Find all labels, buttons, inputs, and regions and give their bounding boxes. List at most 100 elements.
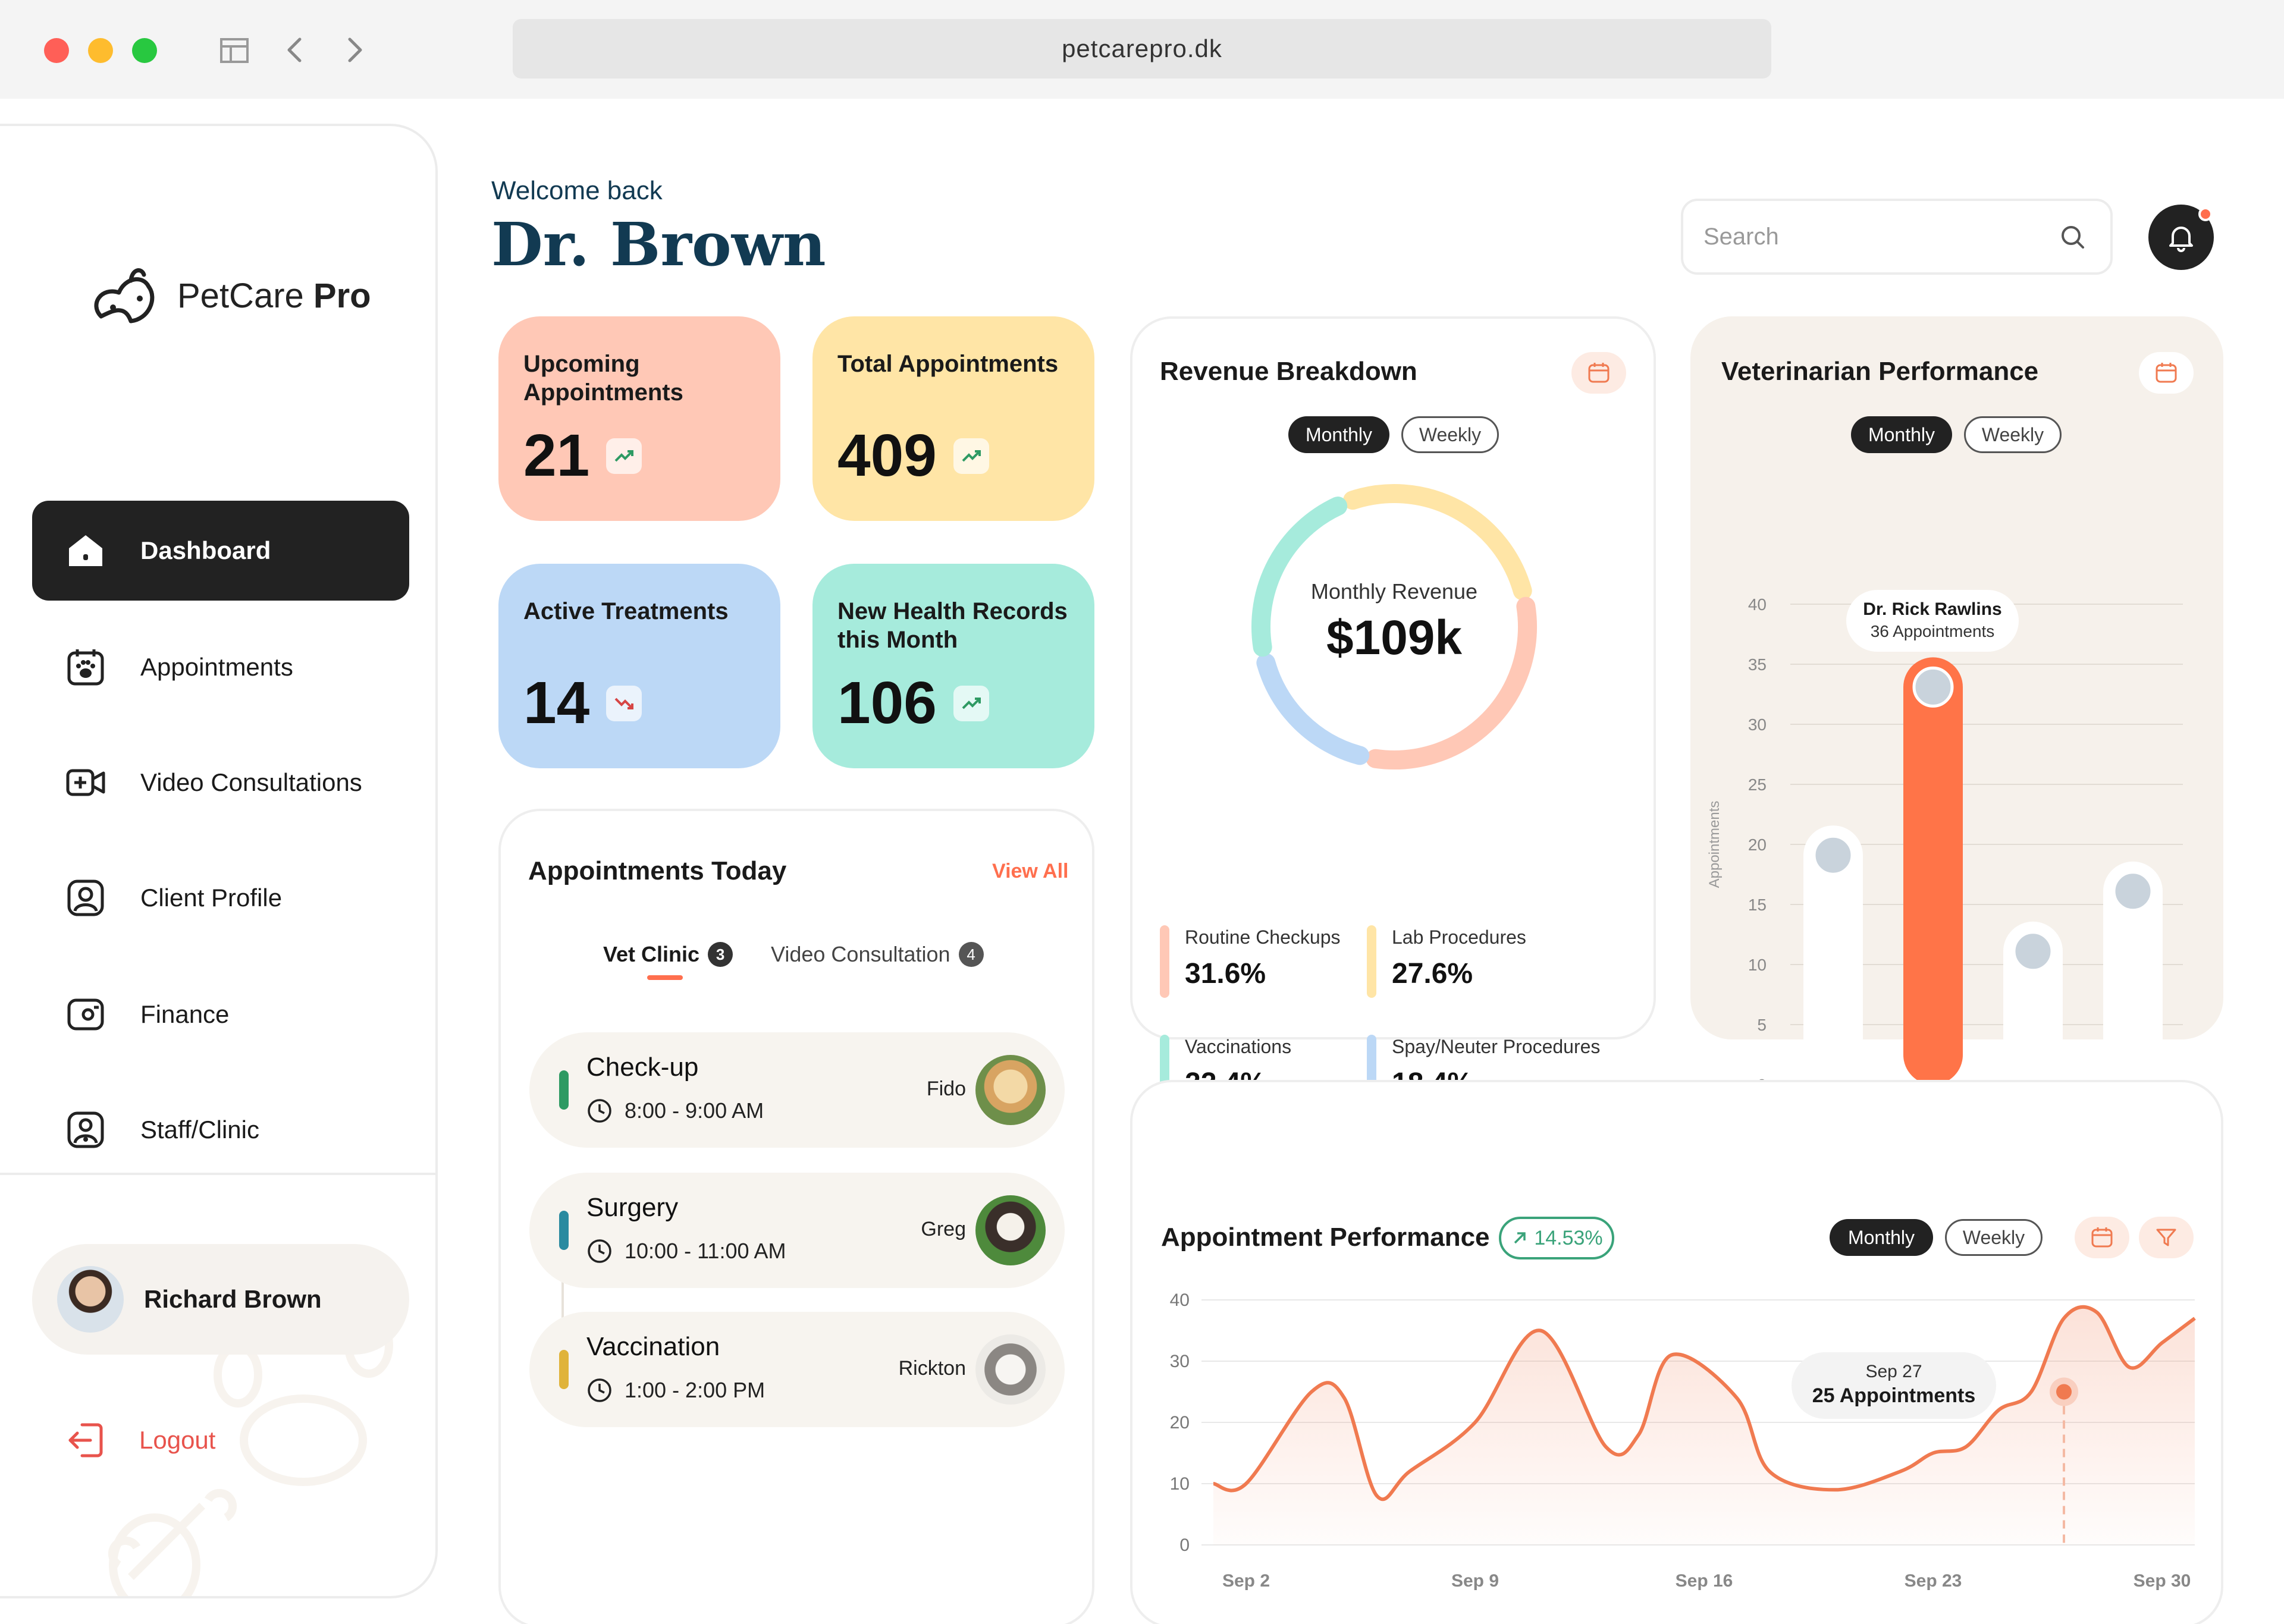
stat-active-treatments[interactable]: Active Treatments 14: [498, 564, 780, 768]
back-icon[interactable]: [276, 31, 314, 69]
revenue-breakdown-panel: [1130, 316, 1656, 1039]
sidebar-toggle-icon[interactable]: [215, 31, 253, 69]
trend-up-icon: [953, 438, 989, 474]
welcome-text: Welcome back: [491, 176, 663, 205]
y-tick-label: 30: [1748, 715, 1767, 734]
arrow-up-right-icon: [1514, 1232, 1526, 1244]
tab-vet-clinic[interactable]: Vet Clinic 3: [603, 942, 733, 967]
logout-button[interactable]: Logout: [64, 1419, 215, 1462]
stat-label: New Health Records this Month: [837, 598, 1068, 653]
area-fill: [1213, 1306, 2195, 1545]
page: PetCare Pro Dashboard Appointments Video…: [0, 99, 2284, 1624]
x-tick-label: Sep 2: [1222, 1571, 1270, 1591]
nav-appointments[interactable]: Appointments: [32, 617, 409, 717]
trend-up-icon: [953, 685, 989, 721]
nav-label: Finance: [140, 1000, 230, 1028]
legend-name: Routine Checkups: [1185, 926, 1341, 948]
tab-label: Vet Clinic: [603, 942, 700, 966]
revenue-calendar-button[interactable]: [1571, 352, 1626, 394]
nav-finance[interactable]: Finance: [32, 965, 409, 1064]
nav-staff-clinic[interactable]: Staff/Clinic: [32, 1080, 409, 1180]
revenue-donut-chart: [1251, 484, 1537, 769]
appointment-pet-name: Greg: [921, 1218, 966, 1240]
revenue-title: Revenue Breakdown: [1160, 357, 1417, 386]
vet-monthly-toggle[interactable]: Monthly: [1851, 416, 1952, 453]
doctor-name: Dr. Brown: [491, 209, 826, 279]
y-tick-label: 20: [1748, 835, 1767, 854]
browser-toolbar: petcarepro.dk: [0, 0, 2284, 99]
appointment-item[interactable]: Surgery 10:00 - 11:00 AM Greg: [529, 1173, 1065, 1288]
calendar-icon: [2156, 363, 2177, 383]
brand-logo[interactable]: PetCare Pro: [89, 263, 371, 328]
address-bar[interactable]: petcarepro.dk: [513, 19, 1771, 78]
appointment-pet-name: Rickton: [898, 1357, 966, 1380]
performance-tooltip-date: Sep 27: [1865, 1362, 1922, 1381]
user-icon: [67, 879, 104, 916]
appointment-item[interactable]: Vaccination 1:00 - 2:00 PM Rickton: [529, 1312, 1065, 1427]
nav-label: Staff/Clinic: [140, 1116, 259, 1144]
x-tick-label: Sep 23: [1905, 1571, 1962, 1591]
minimize-window-button[interactable]: [88, 38, 113, 63]
vet-weekly-toggle[interactable]: Weekly: [1964, 416, 2062, 453]
revenue-center-label: Monthly Revenue: [1310, 579, 1478, 604]
search-icon: [2062, 226, 2084, 249]
appointment-pet-name: Fido: [926, 1078, 966, 1100]
nav-label: Video Consultations: [140, 768, 362, 796]
stat-label: Active Treatments: [523, 598, 729, 624]
nav-video-consultations[interactable]: Video Consultations: [32, 733, 409, 833]
vet-calendar-button[interactable]: [2139, 352, 2194, 394]
vet-performance-title: Veterinarian Performance: [1721, 357, 2039, 386]
performance-monthly-toggle[interactable]: Monthly: [1830, 1219, 1933, 1256]
clock-icon: [588, 1378, 611, 1402]
clock-icon: [588, 1239, 611, 1263]
stat-total-appointments[interactable]: Total Appointments 409: [812, 316, 1094, 521]
close-window-button[interactable]: [44, 38, 69, 63]
appointment-color-flag: [559, 1350, 569, 1389]
donut-segment: [1251, 497, 1348, 657]
vet-avatar: [1912, 666, 1954, 708]
legend-swatch: [1160, 925, 1169, 998]
performance-weekly-toggle[interactable]: Weekly: [1945, 1219, 2043, 1256]
notification-button[interactable]: [2148, 205, 2214, 270]
appointments-today-title: Appointments Today: [528, 856, 787, 885]
trend-up-icon: [606, 438, 642, 474]
legend-value: 27.6%: [1392, 958, 1473, 990]
wallet-icon: [67, 998, 104, 1031]
performance-filter-button[interactable]: [2139, 1217, 2194, 1258]
forward-icon[interactable]: [335, 31, 374, 69]
nav-client-profile[interactable]: Client Profile: [32, 848, 409, 948]
view-all-link[interactable]: View All: [992, 860, 1069, 882]
revenue-monthly-toggle[interactable]: Monthly: [1288, 416, 1389, 453]
tab-video-consultation[interactable]: Video Consultation 4: [771, 942, 984, 967]
maximize-window-button[interactable]: [132, 38, 157, 63]
vet-avatar: [1812, 834, 1854, 876]
y-tick-label: 20: [1170, 1413, 1190, 1433]
clock-icon: [588, 1099, 611, 1123]
appointment-title: Check-up: [586, 1053, 699, 1082]
performance-tooltip: Sep 27 25 Appointments: [1792, 1352, 1996, 1419]
legend-name: Lab Procedures: [1392, 926, 1526, 948]
appointment-color-flag: [559, 1211, 569, 1250]
user-name: Richard Brown: [144, 1285, 322, 1313]
filter-icon: [2156, 1229, 2176, 1246]
revenue-weekly-toggle[interactable]: Weekly: [1401, 416, 1499, 453]
stat-new-health-records[interactable]: New Health Records this Month 106: [812, 564, 1094, 768]
user-profile-card[interactable]: Richard Brown: [32, 1244, 409, 1355]
stat-upcoming-appointments[interactable]: Upcoming Appointments 21: [498, 316, 780, 521]
logout-label: Logout: [139, 1426, 216, 1454]
bell-icon: [2169, 227, 2193, 252]
y-tick-label: 40: [1170, 1290, 1190, 1310]
appointment-time: 10:00 - 11:00 AM: [586, 1238, 786, 1264]
search-input[interactable]: Search: [1681, 199, 2113, 275]
appointment-item[interactable]: Check-up 8:00 - 9:00 AM Fido: [529, 1032, 1065, 1148]
revenue-center-value: $109k: [1326, 611, 1463, 665]
nav-dashboard[interactable]: Dashboard: [32, 501, 409, 601]
legend-name: Vaccinations: [1185, 1036, 1292, 1057]
y-tick-label: 35: [1748, 655, 1767, 674]
y-axis-label: Appointments: [1706, 801, 1723, 888]
brand-name-bold: Pro: [313, 276, 371, 315]
performance-calendar-button[interactable]: [2075, 1217, 2129, 1258]
growth-value: 14.53%: [1534, 1226, 1603, 1249]
nav-label: Dashboard: [140, 536, 271, 564]
brand-name: PetCare Pro: [177, 276, 371, 316]
